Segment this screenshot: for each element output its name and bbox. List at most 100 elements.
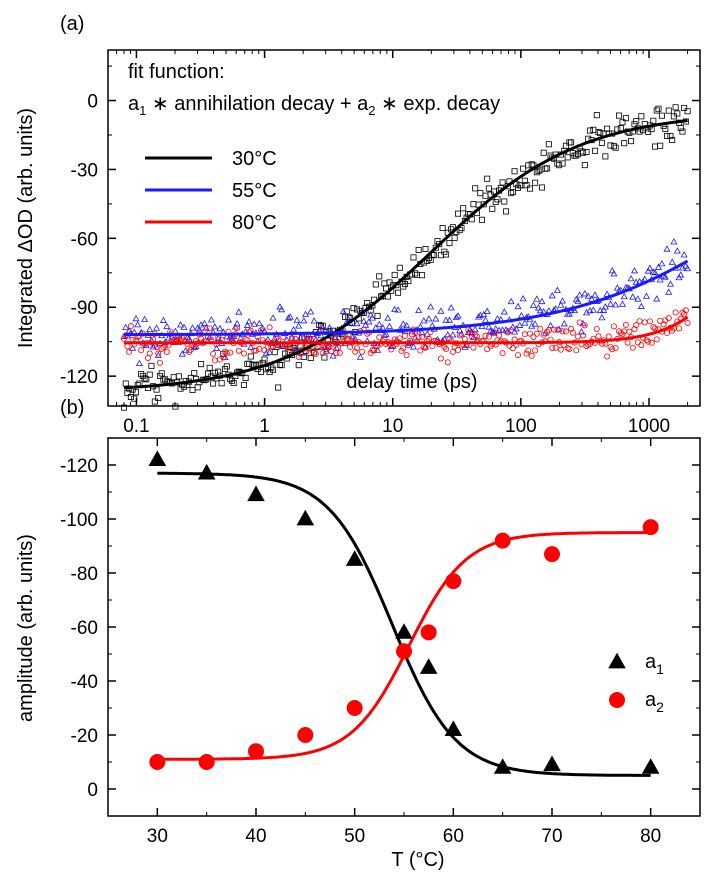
data-point: [382, 330, 390, 338]
data-point: [507, 297, 515, 305]
data-point: [681, 104, 688, 111]
data-point: [146, 350, 153, 357]
data-point: [592, 147, 599, 154]
data-point: [612, 345, 619, 352]
data-point: [207, 316, 215, 323]
panel-a: (a) 0.1 1 10 100 1000 0 -30 -60 -90 -120 Integrat…: [15, 13, 701, 437]
panel-b-point-layer: [148, 450, 660, 774]
data-point: [576, 319, 583, 326]
data-point: [288, 335, 295, 342]
data-point: [126, 348, 133, 355]
data-point: [396, 264, 403, 271]
data-point: [528, 352, 535, 359]
data-point: [419, 272, 426, 279]
data-point: [456, 332, 463, 339]
data-point-a1: [395, 623, 413, 639]
data-point: [372, 281, 379, 288]
data-point: [409, 343, 418, 350]
data-point: [374, 312, 381, 319]
legend-entry-80°C: 80°C: [145, 212, 277, 234]
data-point: [557, 346, 564, 353]
data-point: [509, 323, 517, 330]
legend-label-subscript: 2: [656, 699, 664, 715]
data-point: [512, 325, 520, 332]
data-point: [384, 314, 392, 321]
data-point: [424, 257, 431, 264]
data-point: [224, 316, 233, 323]
data-point: [302, 310, 310, 317]
data-point: [415, 334, 422, 341]
data-point: [418, 329, 426, 336]
scatter-series-30°C: [121, 104, 691, 411]
data-point: [432, 244, 439, 251]
data-point: [247, 353, 254, 360]
data-point: [649, 268, 657, 275]
data-point: [521, 319, 529, 326]
data-point: [511, 328, 519, 335]
data-point: [410, 254, 417, 261]
data-point: [645, 338, 652, 345]
data-point: [650, 324, 657, 331]
data-point: [457, 330, 466, 337]
fit-function-formula: a1 ∗ annihilation decay + a2 ∗ exp. deca…: [128, 93, 500, 118]
formula-a1-subscript: 1: [139, 103, 146, 118]
data-point: [422, 245, 429, 252]
data-point: [156, 359, 163, 366]
data-point: [432, 315, 440, 322]
legend-label-base: a: [645, 689, 657, 711]
data-point: [425, 315, 433, 322]
data-point: [637, 302, 645, 309]
data-point: [504, 327, 512, 334]
data-point: [560, 320, 568, 327]
data-point: [665, 288, 673, 295]
data-point: [178, 350, 186, 357]
data-point: [576, 291, 584, 298]
legend-label: 30°C: [232, 148, 277, 170]
data-point: [134, 320, 142, 328]
data-point: [531, 320, 539, 327]
data-point: [391, 305, 399, 312]
data-point: [622, 321, 629, 328]
data-point-a1: [148, 450, 167, 466]
data-point: [269, 314, 277, 321]
data-point: [618, 300, 627, 307]
data-point: [376, 273, 383, 280]
data-point: [610, 270, 618, 277]
data-point: [138, 371, 145, 378]
data-point: [242, 374, 249, 381]
data-point: [223, 350, 230, 357]
data-point: [194, 384, 201, 391]
data-point: [411, 334, 419, 341]
data-point: [159, 316, 167, 323]
data-point: [492, 325, 500, 332]
data-point: [122, 380, 129, 387]
data-point: [499, 350, 506, 357]
data-point: [519, 294, 527, 302]
data-point: [442, 316, 450, 323]
data-point-a1: [543, 755, 561, 772]
legend-label: 55°C: [232, 180, 277, 202]
data-point: [419, 333, 426, 340]
data-point: [579, 319, 587, 327]
data-point: [350, 335, 357, 342]
formula-a2-subscript: 2: [368, 103, 375, 118]
data-point: [247, 343, 255, 350]
data-point: [284, 314, 293, 321]
x-tick-label: 1000: [628, 416, 670, 437]
scatter-series-80°C: [121, 307, 691, 366]
data-point: [526, 330, 533, 337]
data-point: [437, 252, 444, 259]
legend-entry-a2: a2: [609, 689, 664, 715]
data-point: [676, 325, 683, 332]
data-point: [544, 328, 551, 335]
data-point: [484, 346, 491, 353]
data-point: [275, 384, 282, 391]
data-point: [215, 368, 222, 375]
y-tick-label: -60: [71, 229, 98, 250]
data-point: [235, 347, 242, 354]
data-point: [581, 162, 588, 169]
data-point: [613, 284, 621, 291]
data-point: [328, 348, 335, 355]
data-point: [189, 386, 196, 393]
data-point-a1: [493, 758, 512, 774]
